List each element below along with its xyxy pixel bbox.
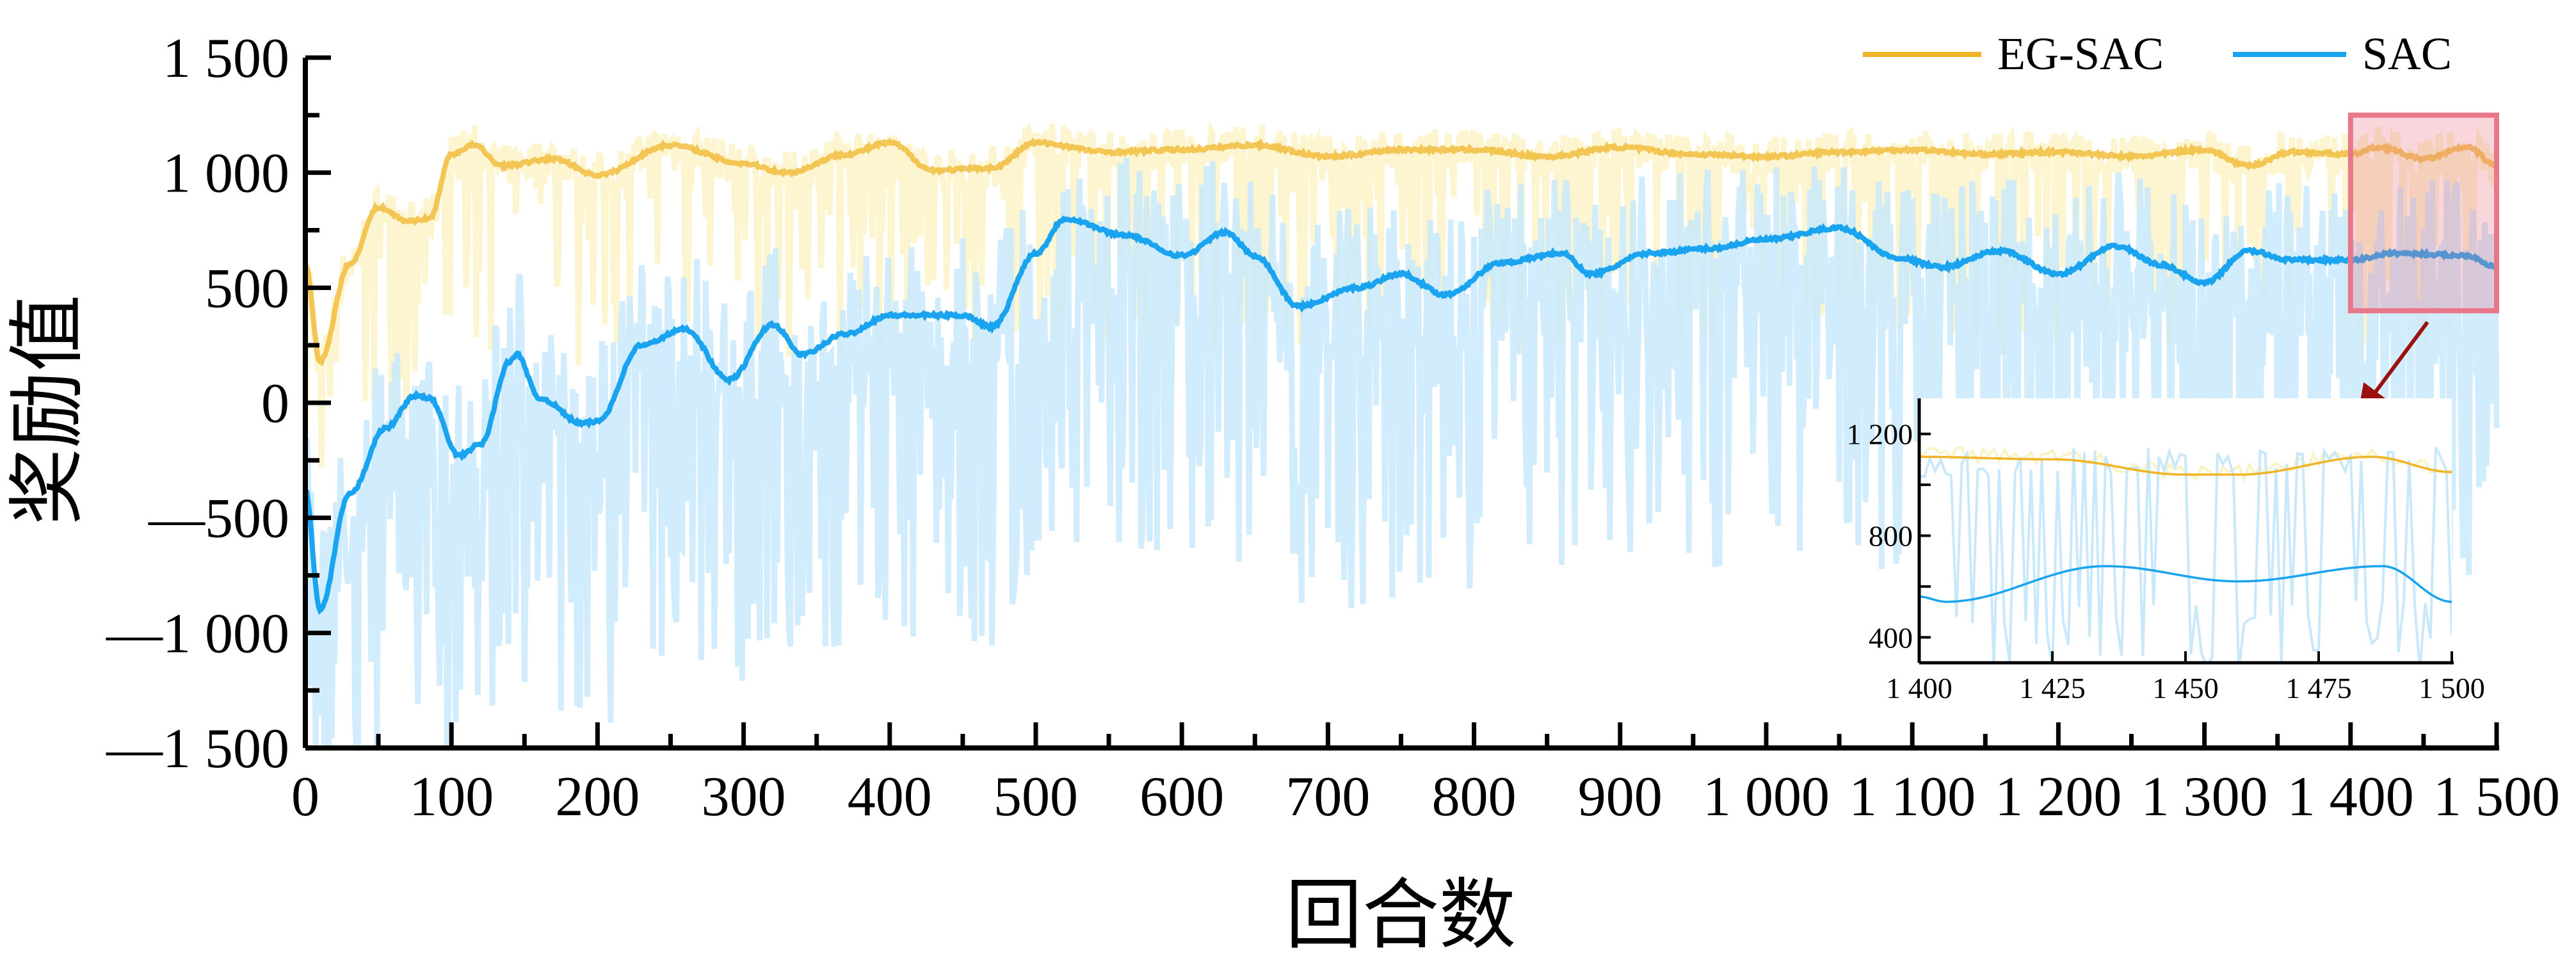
inset-plot — [1919, 446, 2452, 663]
y-tick-label: 500 — [205, 257, 289, 320]
x-tick-label: 800 — [1432, 766, 1517, 828]
smoothed-data-layer — [303, 137, 2498, 615]
x-axis-label: 回合数 — [1285, 873, 1516, 958]
y-tick-label: 0 — [261, 373, 289, 435]
x-tick-label: 900 — [1578, 766, 1662, 828]
inset-x-tick-label: 1 400 — [1886, 672, 1952, 704]
x-tick-label: 1 100 — [1849, 766, 1976, 828]
inset-sac-raw-line — [1919, 446, 2452, 663]
x-tick-label: 1 300 — [2141, 766, 2268, 828]
x-tick-label: 200 — [555, 766, 640, 828]
inset-background — [1919, 398, 2452, 663]
y-tick-label: —1 500 — [106, 718, 289, 780]
x-tick-label: 1 400 — [2287, 766, 2414, 828]
legend-label-sac: SAC — [2362, 28, 2452, 79]
inset-y-tick-label: 800 — [1869, 519, 1913, 552]
legend-label-eg-sac: EG-SAC — [1997, 28, 2164, 79]
zoom-arrow — [2357, 321, 2429, 416]
inset-x-tick-label: 1 450 — [2152, 672, 2219, 704]
highlight-region — [2347, 112, 2500, 314]
x-tick-label: 400 — [848, 766, 932, 828]
y-tick-label: —500 — [148, 488, 289, 550]
inset-sac-smoothed-line — [1919, 565, 2452, 603]
raw-data-layer — [302, 119, 2500, 751]
main-axes: —1 500 —1 000 —500 0 500 1 000 1 500 0 100 200 300… — [106, 28, 2560, 828]
eg-sac-raw-line — [302, 119, 2500, 467]
y-tick-label: —1 000 — [106, 603, 289, 665]
inset-y-tick-label: 400 — [1869, 621, 1913, 654]
x-tick-label: 1 500 — [2433, 766, 2560, 828]
y-axis-label: 奖励值 — [5, 295, 90, 525]
x-tick-label: 600 — [1139, 766, 1224, 828]
eg-sac-smoothed-line — [303, 137, 2498, 366]
x-tick-label: 0 — [291, 766, 319, 828]
sac-raw-line — [302, 158, 2500, 751]
x-tick-label: 1 200 — [1995, 766, 2121, 828]
x-tick-label: 100 — [409, 766, 494, 828]
sac-smoothed-line — [304, 215, 2498, 615]
x-tick-label: 500 — [994, 766, 1078, 828]
y-tick-label: 1 500 — [163, 28, 289, 90]
inset-y-tick-label: 1 200 — [1847, 418, 1913, 451]
x-tick-label: 300 — [702, 766, 786, 828]
inset-x-tick-label: 1 475 — [2285, 672, 2352, 704]
inset-zoom-chart: 400 800 1 200 1 400 1 425 1 450 1 475 1 500 — [1847, 398, 2485, 704]
y-tick-label: 1 000 — [163, 143, 289, 205]
legend: EG-SAC SAC — [1863, 28, 2452, 79]
x-tick-label: 700 — [1285, 766, 1370, 828]
inset-x-tick-label: 1 425 — [2019, 672, 2086, 704]
inset-eg-sac-smoothed-line — [1919, 455, 2452, 476]
inset-x-tick-label: 1 500 — [2419, 672, 2485, 704]
x-tick-label: 1 000 — [1703, 766, 1830, 828]
